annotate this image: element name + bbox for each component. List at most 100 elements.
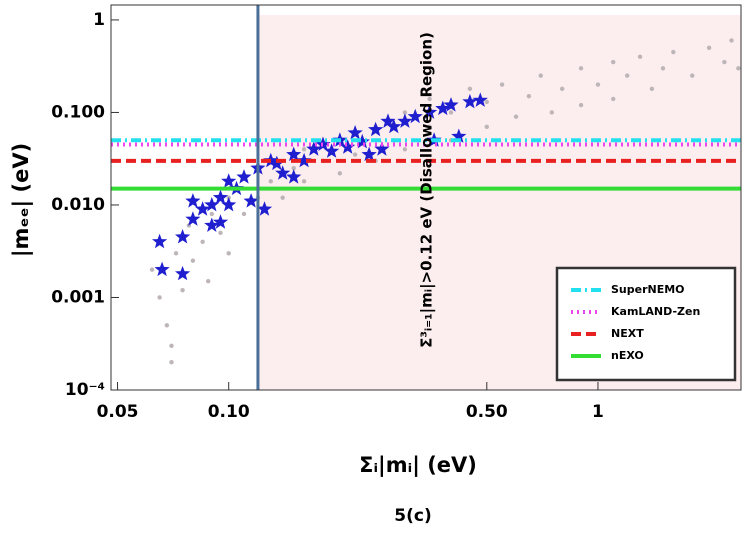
star-point — [221, 173, 237, 188]
star-point — [451, 128, 467, 143]
point — [427, 96, 432, 102]
star-point — [154, 261, 170, 277]
star-point — [306, 141, 322, 156]
star-point — [212, 189, 229, 205]
y-tick-label: 0.001 — [51, 287, 105, 307]
plot-frame — [110, 4, 742, 391]
point — [268, 179, 273, 184]
star-point — [175, 265, 191, 281]
point — [157, 295, 162, 300]
legend-label: SuperNEMO — [611, 283, 685, 296]
point — [722, 59, 727, 65]
star-point — [407, 108, 423, 124]
star-point — [354, 133, 370, 149]
point — [241, 211, 247, 217]
point — [649, 86, 655, 92]
point — [218, 230, 223, 236]
star-point — [185, 193, 201, 208]
star-point — [443, 97, 459, 112]
point — [611, 59, 616, 65]
point — [291, 165, 296, 171]
x-axis-label: Σᵢ|mᵢ| (eV) — [359, 453, 477, 478]
star-point — [243, 193, 259, 208]
point — [206, 278, 211, 284]
star-point — [380, 113, 396, 128]
point — [301, 147, 307, 152]
point — [690, 73, 695, 78]
point — [280, 195, 285, 200]
point — [729, 38, 734, 43]
star-point — [286, 146, 302, 162]
point — [352, 152, 358, 157]
y-tick-label: 0.010 — [51, 195, 105, 215]
star-point — [347, 125, 363, 140]
star-point — [397, 113, 413, 128]
star-point — [212, 214, 229, 229]
point — [226, 251, 231, 256]
y-axis-label: |mₑₑ| (eV) — [9, 143, 34, 257]
point — [301, 179, 307, 184]
legend-label: NEXT — [611, 327, 644, 340]
star-point — [195, 201, 211, 216]
x-tick-label: 0.50 — [466, 402, 508, 422]
point — [611, 96, 616, 102]
point — [402, 147, 408, 152]
point — [169, 359, 174, 365]
point — [578, 102, 584, 108]
point — [671, 49, 676, 55]
point — [427, 124, 432, 129]
star-point — [324, 143, 340, 158]
star-point — [236, 169, 252, 184]
y-tick-label: 0.100 — [51, 102, 105, 122]
star-point — [386, 118, 402, 134]
point — [538, 73, 543, 78]
star-point — [269, 155, 285, 171]
x-tick-label: 1 — [592, 402, 604, 422]
star-point — [204, 197, 220, 212]
star-point — [296, 152, 312, 168]
annotation: Σ³ᵢ₌₁|mᵢ|>0.12 eV (Disallowed Region) — [418, 32, 437, 348]
point — [169, 343, 174, 349]
star-point — [374, 141, 390, 156]
x-tick-label: 0.10 — [208, 402, 250, 422]
point — [164, 323, 170, 328]
star-point — [422, 104, 438, 119]
star-point — [368, 121, 384, 137]
legend-box — [555, 266, 737, 382]
point — [209, 211, 215, 217]
x-tick-label: 0.05 — [97, 402, 139, 422]
star-point — [286, 169, 302, 184]
point — [706, 45, 712, 50]
point — [637, 54, 643, 59]
point — [448, 110, 454, 115]
star-point — [361, 146, 377, 162]
point — [402, 110, 408, 115]
star-point — [435, 100, 451, 116]
point — [484, 124, 489, 129]
point — [559, 86, 565, 92]
star-point — [175, 229, 191, 244]
point — [149, 267, 155, 272]
y-tick-label: 10⁻⁴ — [65, 380, 105, 400]
star-point — [462, 93, 478, 109]
legend-label: KamLAND-Zen — [611, 305, 700, 318]
point — [660, 66, 666, 71]
point — [200, 239, 205, 244]
point — [499, 82, 505, 87]
point — [173, 251, 179, 256]
point — [526, 93, 532, 99]
point — [180, 287, 185, 293]
point — [190, 258, 196, 263]
star-point — [472, 92, 488, 107]
point — [484, 99, 489, 105]
caption: 5(c) — [394, 506, 431, 526]
star-point — [221, 197, 237, 212]
star-point — [152, 233, 168, 249]
point — [578, 66, 584, 71]
point — [595, 82, 601, 87]
point — [736, 66, 741, 71]
star-point — [340, 139, 356, 154]
point — [549, 110, 555, 115]
